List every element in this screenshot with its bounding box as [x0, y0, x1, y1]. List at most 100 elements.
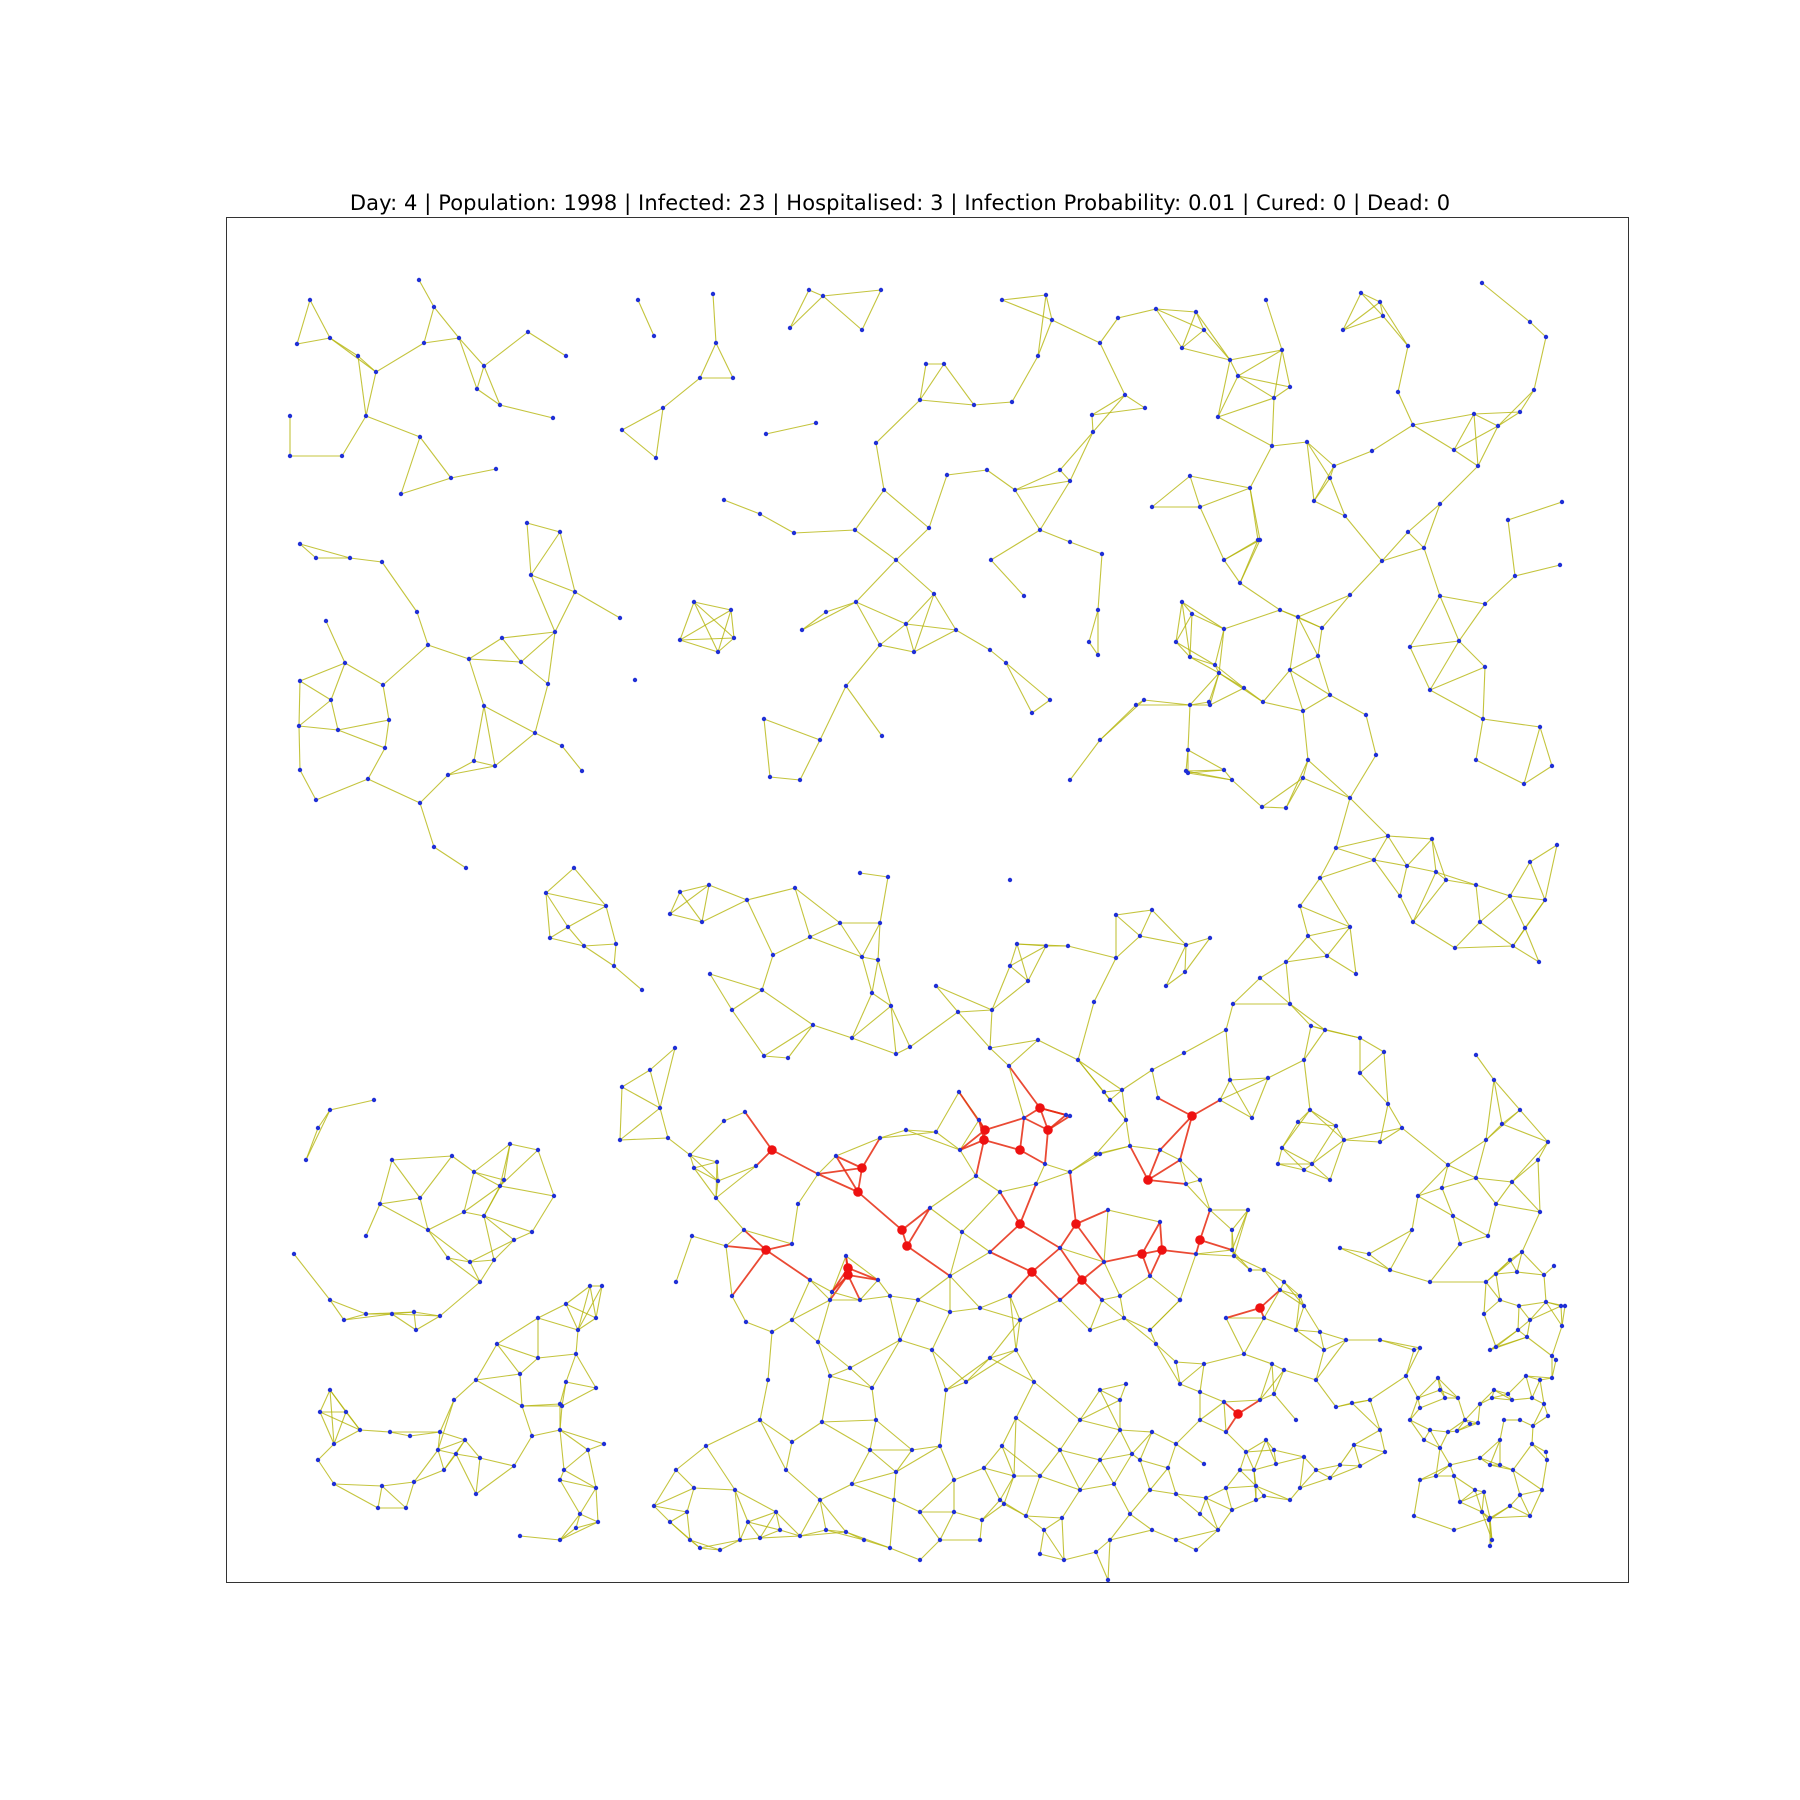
contact-edge [1115, 914, 1141, 937]
healthy-person-node [1347, 592, 1353, 598]
contact-edge [400, 436, 421, 495]
healthy-person-node [1049, 317, 1055, 323]
healthy-person-node [481, 363, 487, 369]
contact-edge [1139, 1459, 1169, 1469]
healthy-person-node [565, 924, 571, 930]
contact-edge [1482, 666, 1486, 720]
contact-edge [1475, 884, 1481, 923]
contact-edge [653, 1469, 677, 1507]
healthy-person-node [997, 1497, 1003, 1503]
contact-edge [1518, 1301, 1547, 1307]
healthy-person-node [1183, 1181, 1189, 1187]
contact-edge [831, 1255, 847, 1293]
healthy-person-node [1509, 1397, 1515, 1403]
contact-edge [437, 1439, 466, 1451]
contact-edge [715, 1180, 719, 1199]
healthy-person-node [303, 1157, 309, 1163]
healthy-person-node [1059, 1515, 1065, 1521]
contact-edge [861, 922, 881, 958]
contact-edge [767, 1331, 773, 1381]
contact-edge [1001, 1445, 1015, 1477]
healthy-person-node [619, 1084, 625, 1090]
healthy-person-node [1223, 1485, 1229, 1491]
healthy-person-node [911, 649, 917, 655]
healthy-person-node [1037, 1551, 1043, 1557]
infected-contact-edge [1129, 1145, 1149, 1181]
healthy-person-node [492, 763, 498, 769]
contact-edge [715, 1197, 745, 1231]
contact-edge [1273, 1449, 1277, 1465]
contact-edge [1225, 1431, 1247, 1453]
contact-edge [1091, 394, 1126, 416]
healthy-person-node [687, 1152, 693, 1158]
contact-edge [861, 956, 873, 994]
contact-edge [1435, 1447, 1441, 1477]
contact-edge [819, 1483, 853, 1501]
healthy-person-node [1035, 353, 1041, 359]
contact-edge [1479, 895, 1511, 923]
contact-edge [1285, 759, 1309, 809]
healthy-person-node [380, 682, 386, 688]
healthy-person-node [843, 1529, 849, 1535]
contact-edge [1217, 397, 1275, 418]
contact-edge [1183, 1029, 1227, 1054]
contact-edge [819, 685, 847, 741]
healthy-person-node [1293, 1327, 1299, 1333]
healthy-person-node [1221, 1399, 1227, 1405]
healthy-person-node [1089, 412, 1095, 418]
contact-edge [1369, 1399, 1381, 1431]
contact-edge [1493, 1079, 1503, 1125]
contact-edge [928, 474, 948, 529]
contact-edge [875, 399, 921, 444]
healthy-person-node [1549, 763, 1555, 769]
contact-edge [669, 891, 681, 915]
contact-edge [1389, 1229, 1413, 1271]
healthy-person-node [1149, 907, 1155, 913]
contact-edge [1262, 701, 1304, 712]
contact-edge [298, 725, 339, 731]
contact-edge [845, 1255, 879, 1281]
contact-edge [1289, 655, 1319, 671]
contact-edge [447, 760, 475, 776]
contact-edge [519, 1535, 561, 1541]
infected-person-node [843, 1270, 853, 1280]
contact-edge [679, 601, 695, 641]
healthy-person-node [917, 1557, 923, 1563]
contact-edge [946, 469, 988, 476]
healthy-person-node [431, 304, 437, 310]
healthy-person-node [881, 487, 887, 493]
contact-edge [1373, 835, 1389, 861]
healthy-person-node [1115, 315, 1121, 321]
healthy-person-node [1157, 1219, 1163, 1225]
healthy-person-node [926, 525, 932, 531]
contact-edge [1315, 1379, 1337, 1408]
infected-contact-edge [1069, 1171, 1077, 1225]
healthy-person-node [907, 1044, 913, 1050]
contact-edge [1232, 977, 1261, 1005]
contact-edge [419, 802, 435, 848]
healthy-person-node [677, 889, 683, 895]
contact-edge [1529, 1489, 1543, 1517]
contact-edge [1124, 394, 1146, 409]
contact-edge [851, 992, 873, 1039]
contact-edge [1251, 1077, 1269, 1119]
contact-edge [747, 1511, 777, 1523]
contact-edge [859, 872, 889, 878]
contact-edge [1531, 1397, 1545, 1405]
healthy-person-node [1259, 804, 1265, 810]
contact-edge [1223, 559, 1241, 584]
contact-edge [1067, 945, 1117, 959]
contact-edge [791, 1203, 799, 1245]
healthy-person-node [903, 1127, 909, 1133]
contact-edge [879, 876, 889, 924]
contact-edge [537, 1303, 567, 1319]
contact-edge [1203, 1353, 1245, 1365]
contact-edge [1371, 424, 1414, 452]
healthy-person-node [887, 1545, 893, 1551]
healthy-person-node [613, 941, 619, 947]
contact-edge [835, 1137, 881, 1157]
infected-contact-edge [1059, 1279, 1083, 1301]
contact-edge [534, 732, 563, 747]
healthy-person-node [417, 800, 423, 806]
contact-edge [1411, 1195, 1419, 1231]
